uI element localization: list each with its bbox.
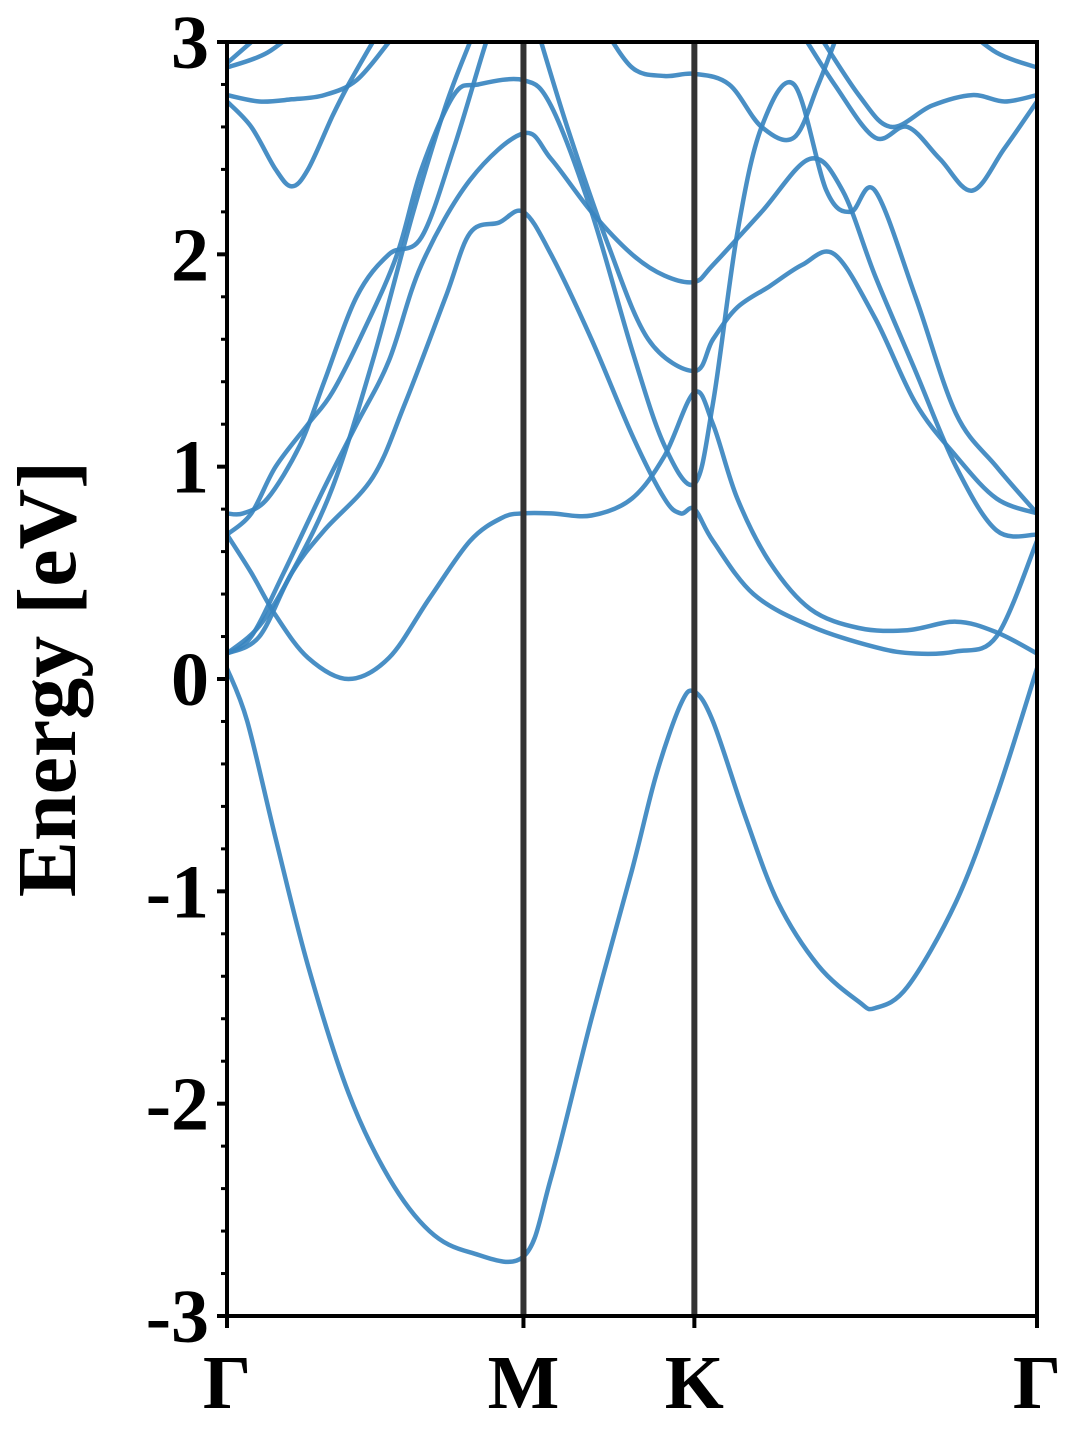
y-tick-label: -2: [146, 1063, 209, 1147]
band-line-1: [227, 666, 1037, 1264]
band-line-4: [227, 130, 1037, 656]
y-axis-ticks: 3 2 1 0 -1 -2 -3: [146, 1, 227, 1359]
band-line-10: [227, 42, 392, 104]
band-line-6: [227, 42, 489, 517]
y-tick-label: -3: [146, 1275, 209, 1359]
y-tick-label: 3: [171, 1, 209, 85]
y-tick-label: -1: [146, 850, 209, 934]
band-line-12: [227, 42, 255, 66]
band-series-layer: [227, 42, 1037, 1264]
band-line-15: [820, 42, 1037, 130]
band-line-2: [227, 389, 1037, 682]
band-line-14: [804, 42, 1037, 193]
band-line-16: [977, 42, 1037, 70]
band-line-11: [227, 42, 287, 70]
x-tick-label-Γ: Γ: [1013, 1341, 1061, 1425]
x-tick-label-K: K: [665, 1341, 724, 1425]
y-axis-title: Energy [eV]: [1, 461, 94, 897]
y-tick-label: 1: [171, 426, 209, 510]
band-line-13: [610, 42, 838, 143]
band-line-7: [227, 42, 473, 656]
y-tick-label: 2: [171, 213, 209, 297]
band-line-5: [227, 76, 1037, 537]
band-line-8: [538, 42, 1037, 516]
x-tick-label-M: M: [488, 1341, 560, 1425]
y-tick-label: 0: [171, 638, 209, 722]
high-symmetry-dividers: [520, 42, 698, 1316]
band-line-9: [227, 42, 376, 189]
x-tick-label-Γ: Γ: [203, 1341, 251, 1425]
band-line-3: [227, 208, 1037, 657]
